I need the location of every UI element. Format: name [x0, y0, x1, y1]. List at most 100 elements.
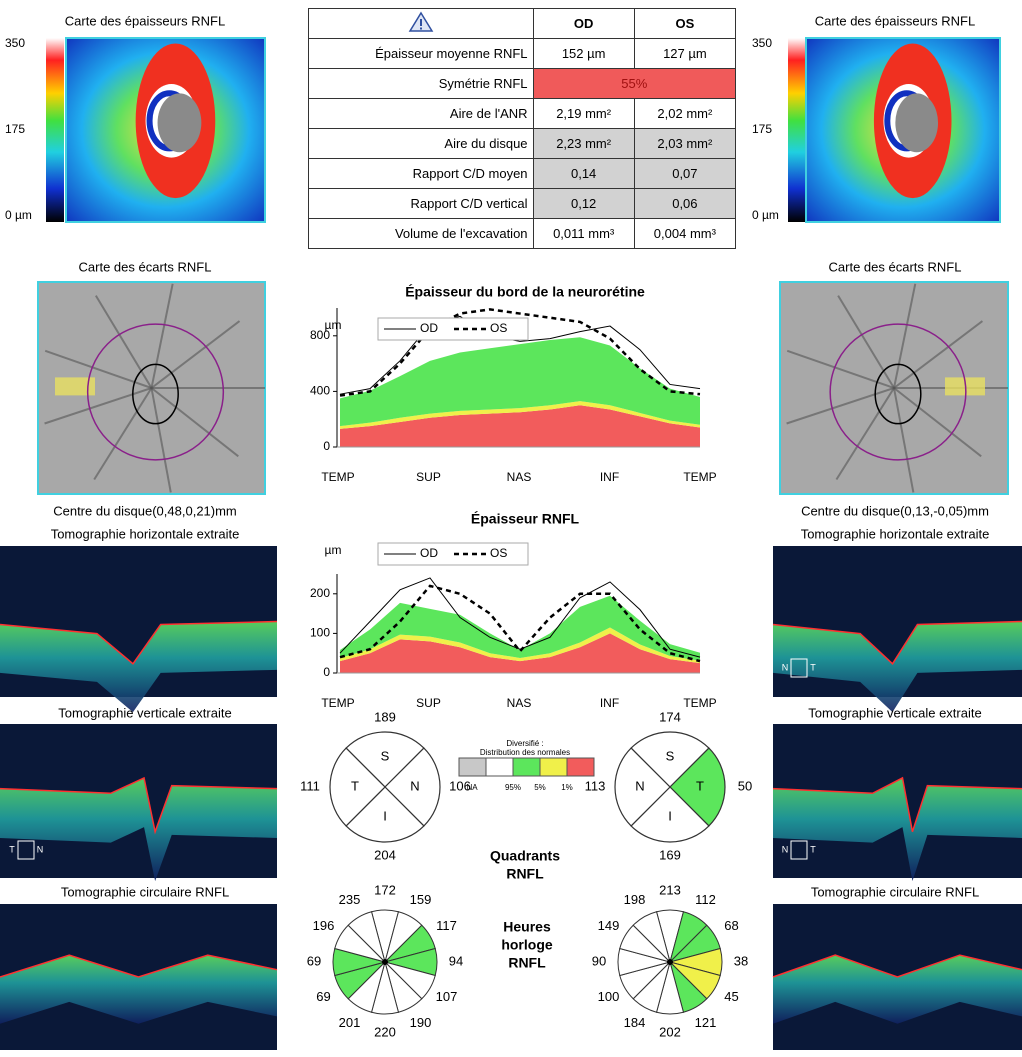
scan-title: Tomographie verticale extraite: [58, 705, 231, 720]
cell: 55%: [533, 69, 735, 99]
clock-value: 90: [592, 953, 606, 968]
optic-disc: [158, 93, 202, 152]
cell: 2,03 mm²: [634, 129, 735, 159]
scan-marker: N: [782, 844, 789, 854]
section-title: Quadrants: [490, 848, 560, 864]
quadrant-letter: T: [696, 778, 704, 793]
legend-color: [486, 758, 513, 776]
clock-value: 159: [410, 892, 432, 907]
scan-marker: N: [37, 844, 44, 854]
clock-value: 202: [659, 1024, 681, 1039]
header-os: OS: [634, 9, 735, 39]
map-title: Carte des écarts RNFL: [829, 259, 962, 274]
legend-label: OS: [490, 321, 507, 335]
legend-title: Diversifié :: [506, 739, 543, 748]
clock-value: 190: [410, 1015, 432, 1030]
row-label: Aire du disque: [309, 129, 534, 159]
row-label: Symétrie RNFL: [309, 69, 534, 99]
warning-icon: [408, 11, 434, 33]
cell: 0,06: [634, 189, 735, 219]
section-title: RNFL: [508, 955, 546, 971]
scan-title: Tomographie horizontale extraite: [51, 526, 240, 541]
clock-value: 38: [734, 953, 748, 968]
clock-value: 149: [598, 918, 620, 933]
quadrant-value: 204: [374, 847, 396, 862]
y-unit: µm: [325, 543, 342, 557]
legend-color: [459, 758, 486, 776]
scan-marker: T: [9, 844, 15, 854]
cell: 2,23 mm²: [533, 129, 634, 159]
clock-value: 117: [436, 918, 457, 933]
cell: 0,14: [533, 159, 634, 189]
quadrant-letter: I: [668, 808, 672, 823]
y-tick-label: 0: [323, 439, 330, 453]
clock-value: 68: [724, 918, 738, 933]
disc-center: Centre du disque(0,13,-0,05)mm: [801, 503, 989, 518]
x-tick-label: INF: [600, 470, 619, 484]
y-tick-label: 400: [310, 384, 330, 398]
row-label: Épaisseur moyenne RNFL: [309, 39, 534, 69]
cell: 0,12: [533, 189, 634, 219]
scan-title: Tomographie verticale extraite: [808, 705, 981, 720]
color-scale: [788, 38, 806, 222]
cell: 2,19 mm²: [533, 99, 634, 129]
scan-marker: T: [810, 662, 816, 672]
legend-color: [513, 758, 540, 776]
scan-marker: N: [782, 662, 789, 672]
quadrant-letter: N: [635, 778, 644, 793]
row-label: Rapport C/D moyen: [309, 159, 534, 189]
legend-color: [540, 758, 567, 776]
x-tick-label: NAS: [507, 470, 532, 484]
scan-title: Tomographie horizontale extraite: [801, 526, 990, 541]
x-tick-label: NAS: [507, 696, 532, 710]
section-title: horloge: [501, 937, 553, 953]
cell: 2,02 mm²: [634, 99, 735, 129]
row-label: Rapport C/D vertical: [309, 189, 534, 219]
header-od: OD: [533, 9, 634, 39]
cell: 152 µm: [533, 39, 634, 69]
quadrant-value: 189: [374, 709, 396, 724]
quadrant-value: 169: [659, 847, 681, 862]
quadrant-letter: N: [410, 778, 419, 793]
clock-value: 112: [695, 892, 716, 907]
table-header: OD OS: [309, 9, 736, 39]
clock-value: 69: [316, 989, 330, 1004]
legend-label: OS: [490, 546, 507, 560]
clock-value: 100: [598, 989, 620, 1004]
map-title: Carte des épaisseurs RNFL: [815, 13, 975, 28]
scale-label: 175: [752, 122, 772, 136]
x-tick-label: SUP: [416, 696, 441, 710]
color-scale: [46, 38, 64, 222]
scale-label: 350: [752, 36, 772, 50]
quadrant-letter: T: [351, 778, 359, 793]
report: Carte des épaisseurs RNFL 350 175 0 µm Carte…: [0, 0, 1022, 1057]
row-label: Volume de l'excavation: [309, 219, 534, 249]
quadrant-value: 113: [585, 778, 606, 793]
clock-value: 69: [307, 953, 321, 968]
x-tick-label: SUP: [416, 470, 441, 484]
y-tick-label: 100: [310, 626, 330, 640]
clock-value: 107: [436, 989, 458, 1004]
clock-value: 94: [449, 953, 463, 968]
clock-value: 172: [374, 882, 396, 897]
section-title: RNFL: [506, 866, 544, 882]
x-tick-label: INF: [600, 696, 619, 710]
x-tick-label: TEMP: [321, 696, 354, 710]
quadrant-value: 50: [738, 778, 752, 793]
clock-value: 235: [339, 892, 361, 907]
cell: 0,004 mm³: [634, 219, 735, 249]
legend-label: OD: [420, 546, 438, 560]
clock-value: 121: [695, 1015, 717, 1030]
legend-color: [567, 758, 594, 776]
legend-title: Distribution des normales: [480, 748, 570, 757]
y-tick-label: 0: [323, 665, 330, 679]
scan-marker: T: [810, 844, 816, 854]
scale-label: 0 µm: [5, 208, 32, 222]
cell: 0,011 mm³: [533, 219, 634, 249]
section-title: Heures: [503, 919, 551, 935]
clock-value: 220: [374, 1024, 396, 1039]
clock-value: 198: [624, 892, 646, 907]
legend-label: 5%: [534, 783, 546, 792]
scan-title: Tomographie circulaire RNFL: [61, 884, 229, 899]
